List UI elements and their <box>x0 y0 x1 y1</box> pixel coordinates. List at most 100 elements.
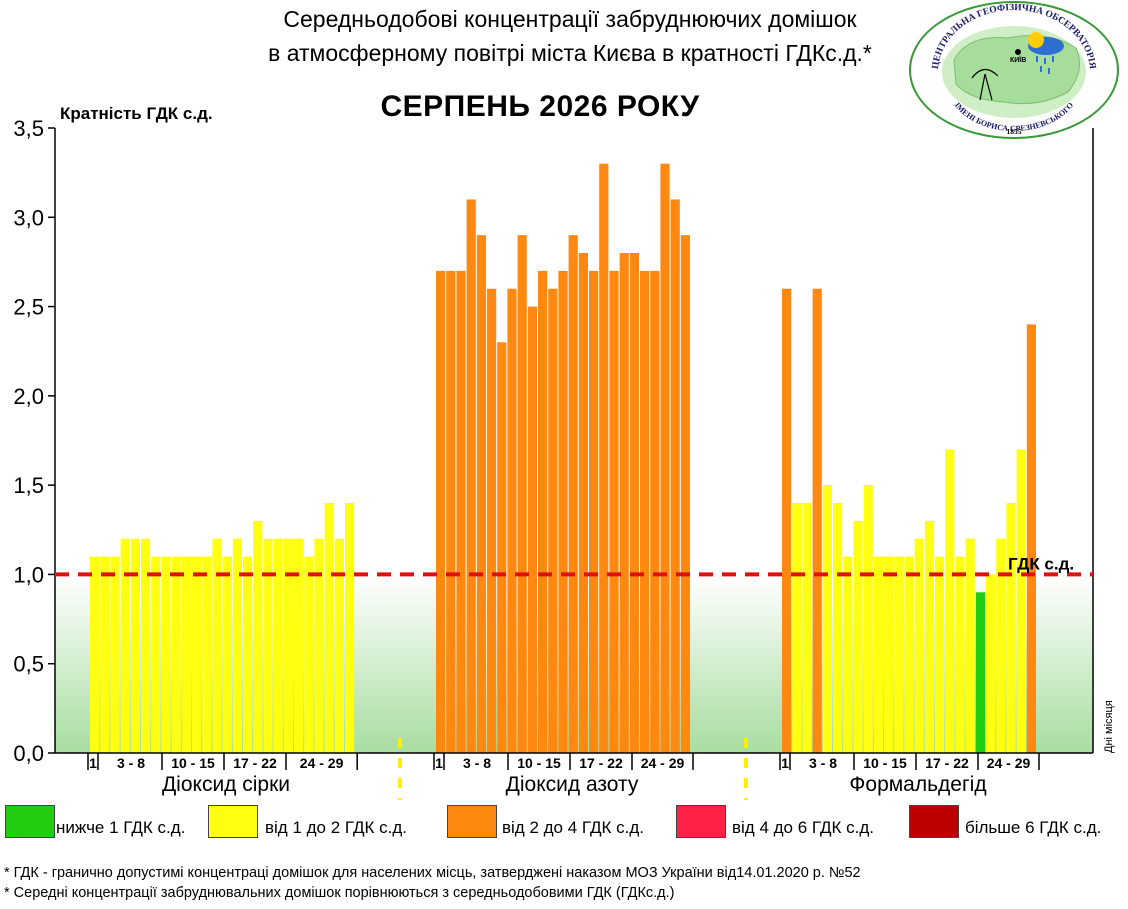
bar <box>965 538 975 753</box>
bar <box>833 503 843 753</box>
bar <box>497 342 507 753</box>
bar <box>914 538 924 753</box>
bar <box>589 270 599 753</box>
x-axis-label: Дні місяця <box>1103 700 1115 753</box>
bar <box>507 288 517 753</box>
y-tick-label: 0,0 <box>13 741 44 766</box>
bar <box>680 235 690 754</box>
y-tick-label: 2,0 <box>13 384 44 409</box>
bar <box>975 592 985 753</box>
bar <box>487 288 497 753</box>
legend-label: від 1 до 2 ГДК с.д. <box>265 818 407 837</box>
bar <box>345 503 355 753</box>
chart-title-line-2: в атмосферному повітрі міста Києва в кра… <box>268 40 872 66</box>
bar <box>822 485 832 753</box>
bar <box>304 556 314 753</box>
bar <box>843 556 853 753</box>
bar <box>141 538 151 753</box>
chart-title-line-1: Середньодобові концентрації забруднюючих… <box>283 6 857 32</box>
y-tick-label: 3,0 <box>13 205 44 230</box>
legend-swatch <box>676 805 726 838</box>
bar <box>935 556 945 753</box>
bar <box>1026 324 1036 753</box>
bar <box>945 449 955 753</box>
bar <box>568 235 578 754</box>
x-tick-label: 24 - 29 <box>987 755 1031 771</box>
bar <box>812 288 822 753</box>
observatory-logo-icon: КИЇВ ЦЕНТРАЛЬНА ГЕОФІЗИЧНА ОБСЕРВАТОРІЯ … <box>909 1 1119 139</box>
bar <box>904 556 914 753</box>
legend-swatch <box>447 805 497 838</box>
x-tick-label: 1 <box>89 755 97 771</box>
bar <box>100 556 110 753</box>
bar <box>853 520 863 753</box>
x-tick-label: 3 - 8 <box>117 755 145 771</box>
bar <box>996 538 1006 753</box>
bar <box>863 485 873 753</box>
y-axis-label: Кратність ГДК с.д. <box>60 104 213 123</box>
x-tick-label: 1 <box>435 755 443 771</box>
bar <box>640 270 650 753</box>
series-label: Діоксид азоту <box>506 773 639 796</box>
bar <box>436 270 446 753</box>
series-label: Діоксид сірки <box>162 773 290 796</box>
x-tick-label: 1 <box>781 755 789 771</box>
bar <box>558 270 568 753</box>
bar <box>151 556 161 753</box>
bar <box>578 253 588 753</box>
bar <box>273 538 283 753</box>
bar <box>161 556 171 753</box>
bar <box>202 556 212 753</box>
bar <box>873 556 883 753</box>
bar <box>670 199 680 753</box>
bar <box>324 503 334 753</box>
bar <box>619 253 629 753</box>
bar <box>90 556 100 753</box>
bar <box>314 538 324 753</box>
y-tick-label: 2,5 <box>13 295 44 320</box>
bar <box>792 503 802 753</box>
bar <box>130 538 140 753</box>
legend-swatch <box>909 805 959 838</box>
bar <box>192 556 202 753</box>
legend-label: більше 6 ГДК с.д. <box>965 818 1102 837</box>
bar <box>253 520 263 753</box>
bar <box>476 235 486 754</box>
bar <box>548 288 558 753</box>
bar <box>446 270 456 753</box>
bar <box>802 503 812 753</box>
bar <box>243 556 253 753</box>
chart-month-title: СЕРПЕНЬ 2026 РОКУ <box>380 90 700 123</box>
bar <box>517 235 527 754</box>
x-tick-label: 10 - 15 <box>171 755 215 771</box>
y-tick-label: 3,5 <box>13 116 44 141</box>
bar <box>599 163 609 753</box>
y-tick-label: 0,5 <box>13 652 44 677</box>
bar <box>924 520 934 753</box>
bar <box>232 538 242 753</box>
legend-swatch <box>208 805 258 838</box>
bar <box>1016 449 1026 753</box>
bar <box>782 288 792 753</box>
x-tick-label: 10 - 15 <box>863 755 907 771</box>
footnote-1: * ГДК - гранично допустимі концентраці д… <box>4 865 861 881</box>
y-tick-label: 1,0 <box>13 562 44 587</box>
bar-chart: 0,0 0,5 1,0 1,5 2,0 2,5 3,0 3,5 ГДК с.д. 1 3 - 8… <box>13 116 1115 800</box>
x-tick-label: 17 - 22 <box>925 755 969 771</box>
bar <box>120 538 130 753</box>
x-tick-label: 17 - 22 <box>579 755 623 771</box>
bar <box>894 556 904 753</box>
bar <box>955 556 965 753</box>
x-tick-label: 10 - 15 <box>517 755 561 771</box>
bar <box>884 556 894 753</box>
x-tick-label: 24 - 29 <box>300 755 344 771</box>
bar <box>660 163 670 753</box>
bar <box>294 538 304 753</box>
logo-year: 1855 <box>1007 127 1022 136</box>
bar <box>263 538 273 753</box>
bar <box>212 538 222 753</box>
x-tick-label: 3 - 8 <box>463 755 491 771</box>
bar <box>110 556 120 753</box>
logo-city-label: КИЇВ <box>1010 56 1026 64</box>
x-tick-label: 24 - 29 <box>641 755 685 771</box>
